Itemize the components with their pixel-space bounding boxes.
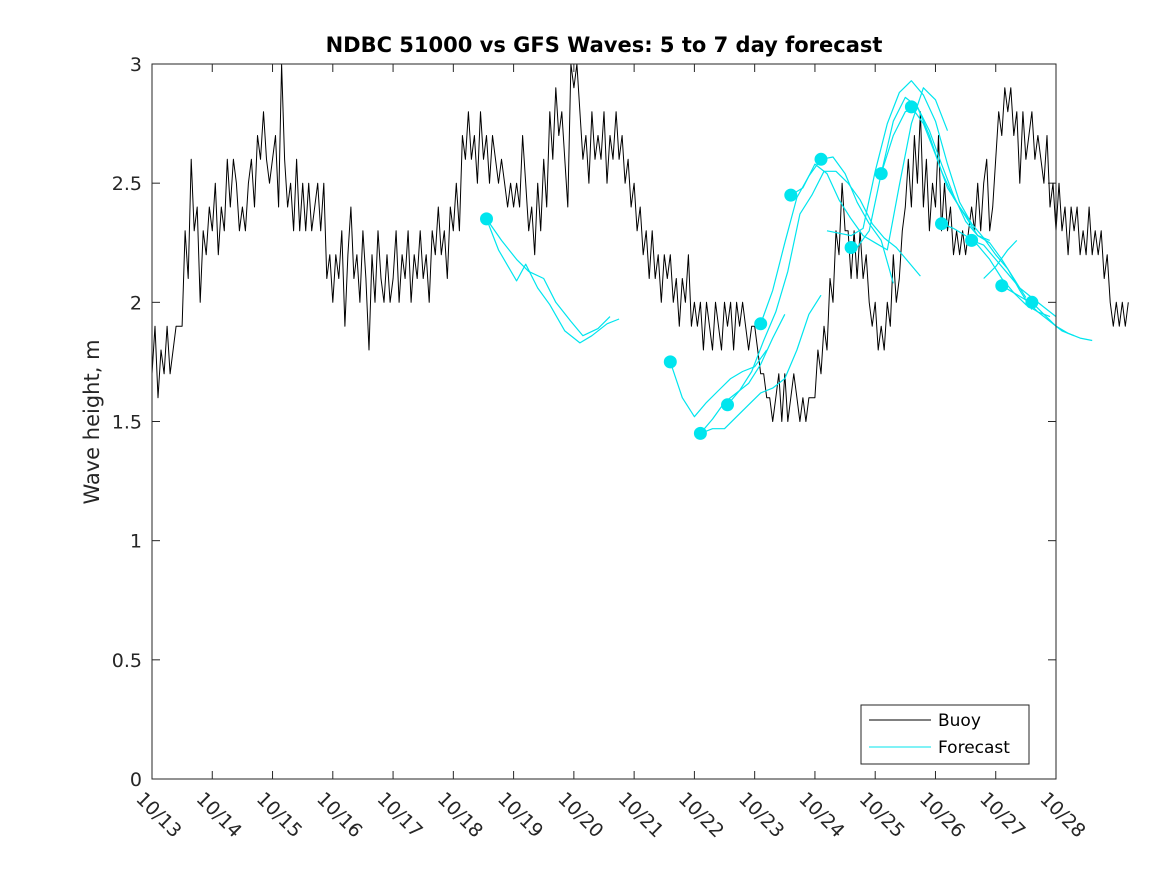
chart-title: NDBC 51000 vs GFS Waves: 5 to 7 day fore…	[326, 33, 883, 57]
forecast-marker	[844, 241, 858, 254]
forecast-line	[700, 294, 822, 434]
legend-forecast-label: Forecast	[938, 738, 1010, 758]
forecast-marker	[874, 167, 888, 181]
forecast-marker	[814, 152, 828, 166]
forecast-marker	[721, 398, 734, 412]
forecast-line	[485, 218, 620, 344]
axes-box	[151, 63, 1057, 780]
plot-area	[152, 64, 1056, 779]
forecast-marker	[965, 233, 979, 247]
forecast-line	[1001, 285, 1075, 337]
forecast-marker	[904, 100, 918, 114]
forecast-line	[910, 106, 1033, 310]
legend-buoy-label: Buoy	[938, 711, 981, 731]
forecast-marker	[935, 217, 948, 231]
forecast-marker	[663, 355, 677, 369]
y-tick-label: 2	[130, 292, 142, 314]
forecast-line	[669, 349, 768, 418]
forecast-marker	[995, 279, 1009, 293]
forecast-marker	[754, 317, 768, 331]
forecast-line	[699, 314, 786, 434]
forecast-line	[856, 96, 990, 248]
legend-box	[860, 704, 1030, 765]
forecast-marker	[693, 426, 707, 440]
buoy-line	[151, 63, 1129, 422]
y-tick-label: 0	[130, 769, 142, 791]
y-tick-label: 1	[130, 531, 142, 553]
forecast-line	[1031, 301, 1093, 342]
forecast-marker	[1025, 295, 1039, 309]
y-tick-label: 3	[130, 54, 142, 76]
y-tick-label: 0.5	[112, 650, 142, 672]
forecast-line	[880, 106, 1027, 298]
forecast-line	[486, 218, 611, 337]
y-tick-label: 2.5	[112, 173, 142, 195]
y-axis-ticks: 0 0.5 1 1.5 2 2.5 3	[112, 54, 1056, 791]
forecast-line	[790, 87, 949, 251]
forecast-line	[826, 80, 973, 237]
y-tick-label: 1.5	[112, 412, 142, 434]
legend: Buoy Forecast	[860, 704, 1030, 765]
forecast-marker	[480, 212, 493, 226]
forecast-line	[971, 239, 1057, 318]
forecast-marker	[784, 188, 798, 202]
forecast-line	[983, 239, 1018, 279]
buoy-series	[151, 63, 1129, 422]
forecast-markers	[480, 100, 1039, 440]
y-axis-label: Wave height, m	[80, 339, 104, 504]
